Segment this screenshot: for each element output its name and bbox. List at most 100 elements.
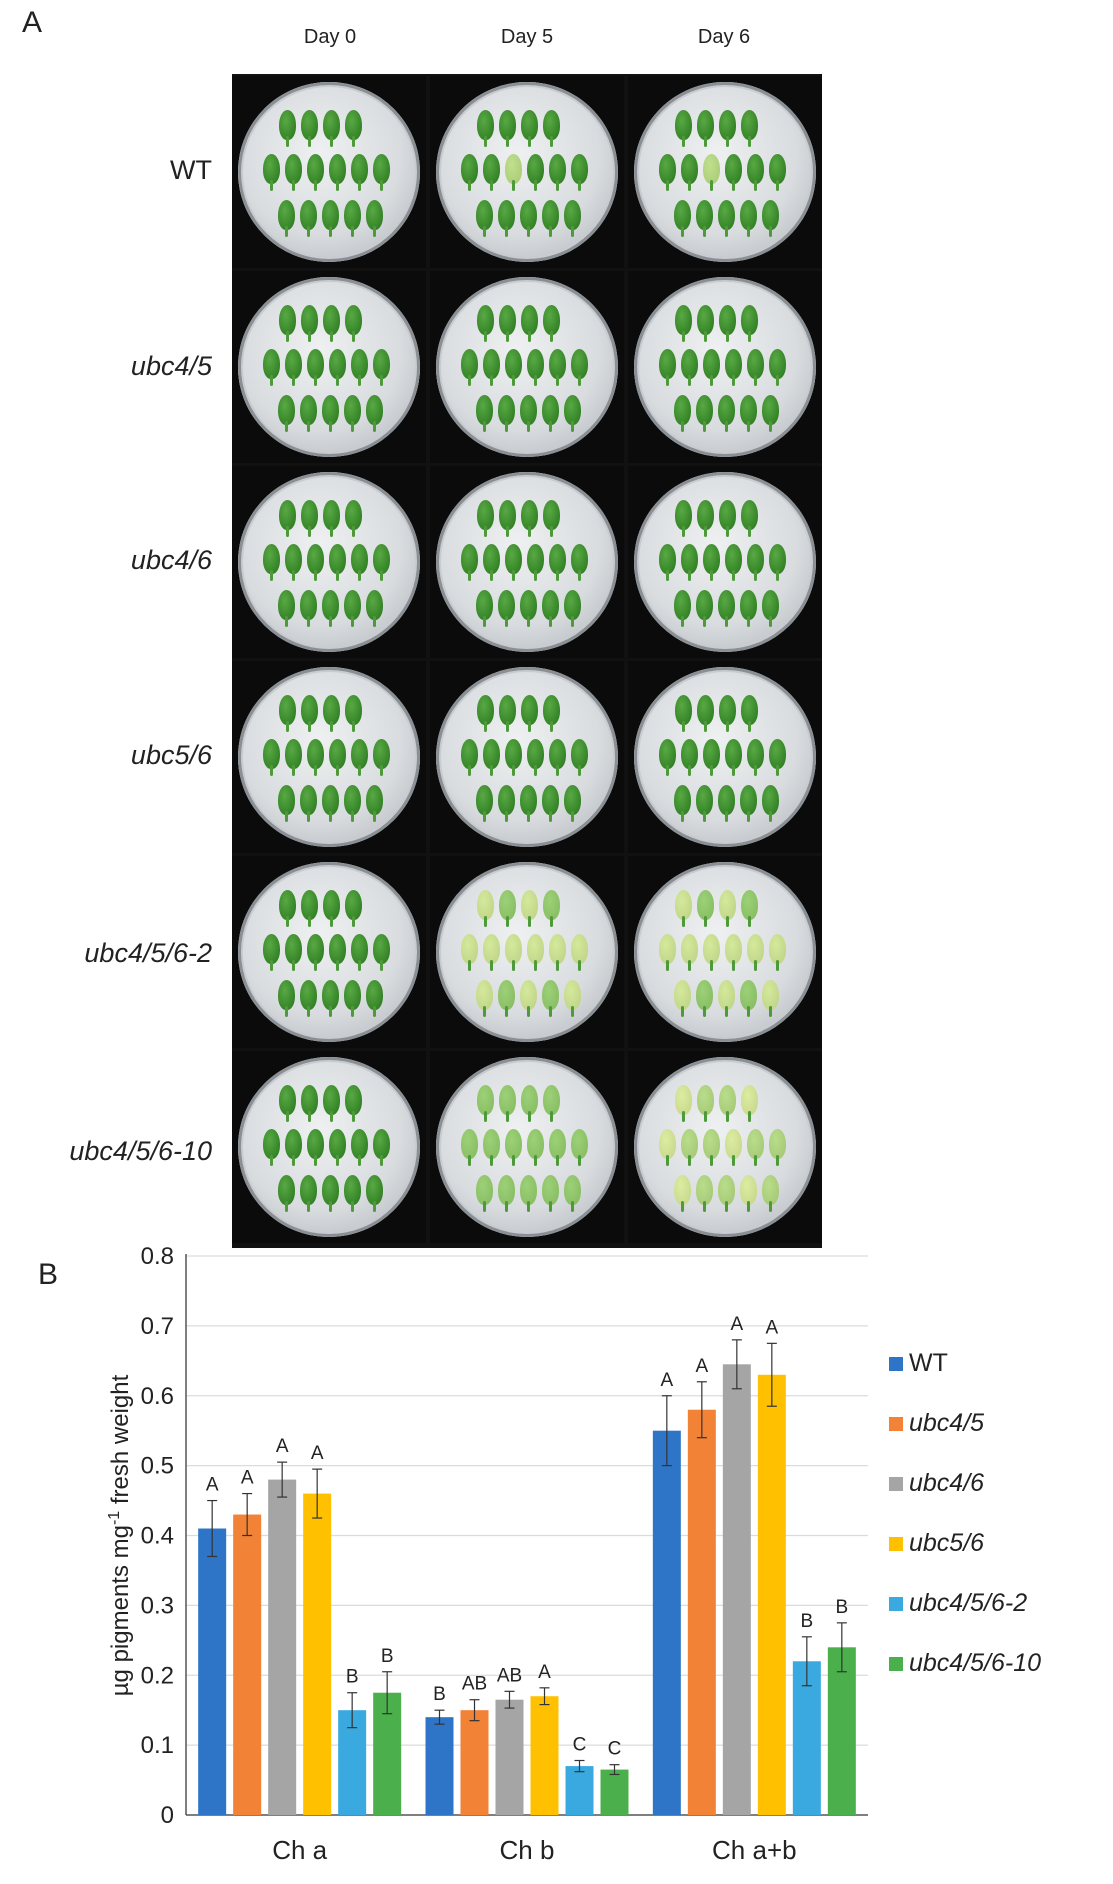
petri-dish [634,472,816,652]
bar [425,1717,454,1815]
leaf-disc [322,590,339,627]
leaf-disc [718,785,735,822]
leaf-disc [543,110,560,147]
leaf-disc [747,349,764,386]
leaf-disc [366,200,383,237]
leaf-disc [476,1175,493,1212]
leaf-disc [483,544,500,581]
y-tick-label: 0.6 [141,1383,174,1410]
leaf-disc [543,890,560,927]
row-label-ubc4-5-6-10: ubc4/5/6-10 [69,1136,212,1166]
leaf-disc [769,349,786,386]
leaf-disc [719,110,736,147]
leaf-disc [279,305,296,342]
leaf-disc [329,349,346,386]
leaf-disc [527,154,544,191]
petri-dish [634,1057,816,1237]
leaf-disc [741,695,758,732]
significance-letter: B [835,1597,848,1618]
leaf-dish-photo [430,76,624,268]
leaf-disc [373,544,390,581]
leaf-disc [747,544,764,581]
leaf-disc [718,590,735,627]
leaf-disc [659,739,676,776]
leaf-disc [366,980,383,1017]
leaf-disc [476,980,493,1017]
leaf-disc [549,1129,566,1166]
leaf-dish-photo [430,466,624,658]
leaf-disc [681,1129,698,1166]
leaf-disc [323,305,340,342]
petri-dish [436,82,618,262]
leaf-dish-photo [232,856,426,1048]
leaf-disc [571,154,588,191]
bar [530,1696,559,1815]
leaf-disc [278,200,295,237]
leaf-disc [461,349,478,386]
leaf-disc [285,1129,302,1166]
leaf-disc [477,500,494,537]
leaf-disc [719,695,736,732]
leaf-disc [520,200,537,237]
leaf-disc [301,695,318,732]
leaf-dish-photo [232,271,426,463]
significance-letter: A [276,1436,289,1457]
significance-letter: A [695,1356,708,1377]
significance-letter: A [206,1475,219,1496]
leaf-dish-photo [430,1051,624,1243]
leaf-dish-photo [232,466,426,658]
x-tick-label: Ch a [272,1835,327,1865]
leaf-disc [461,544,478,581]
leaf-disc [747,154,764,191]
leaf-disc [461,1129,478,1166]
leaf-disc [527,349,544,386]
significance-letter: B [346,1667,359,1688]
leaf-dish-photo [628,1051,822,1243]
leaf-disc [366,590,383,627]
leaf-dish-photo [430,661,624,853]
leaf-disc [725,1129,742,1166]
petri-dish [634,82,816,262]
leaf-disc [263,934,280,971]
leaf-disc [747,739,764,776]
leaf-disc [476,785,493,822]
leaf-disc [483,1129,500,1166]
significance-letter: C [573,1734,587,1755]
leaf-disc [697,305,714,342]
leaf-disc [345,695,362,732]
leaf-disc [674,785,691,822]
leaf-disc [549,934,566,971]
y-tick-label: 0.5 [141,1453,174,1480]
leaf-disc [307,349,324,386]
bar [757,1374,786,1815]
leaf-disc [278,395,295,432]
leaf-disc [373,349,390,386]
x-tick-label: Ch a+b [712,1835,797,1865]
leaf-disc [725,934,742,971]
leaf-disc [675,500,692,537]
leaf-disc [675,695,692,732]
panel-a-letter: A [22,6,43,39]
significance-letter: A [765,1317,778,1338]
leaf-disc [300,590,317,627]
leaf-disc [373,1129,390,1166]
bar [268,1479,297,1815]
leaf-disc [351,739,368,776]
leaf-disc [278,590,295,627]
bar [722,1364,751,1815]
leaf-disc [344,200,361,237]
leaf-disc [681,739,698,776]
leaf-disc [542,590,559,627]
leaf-disc [521,305,538,342]
leaf-disc [719,890,736,927]
leaf-disc [741,1085,758,1122]
leaf-dish-photo [628,466,822,658]
leaf-disc [285,934,302,971]
leaf-disc [542,1175,559,1212]
leaf-disc [741,305,758,342]
leaf-disc [681,544,698,581]
leaf-disc [549,544,566,581]
leaf-disc [659,154,676,191]
leaf-dish-photo [430,856,624,1048]
leaf-disc [571,739,588,776]
